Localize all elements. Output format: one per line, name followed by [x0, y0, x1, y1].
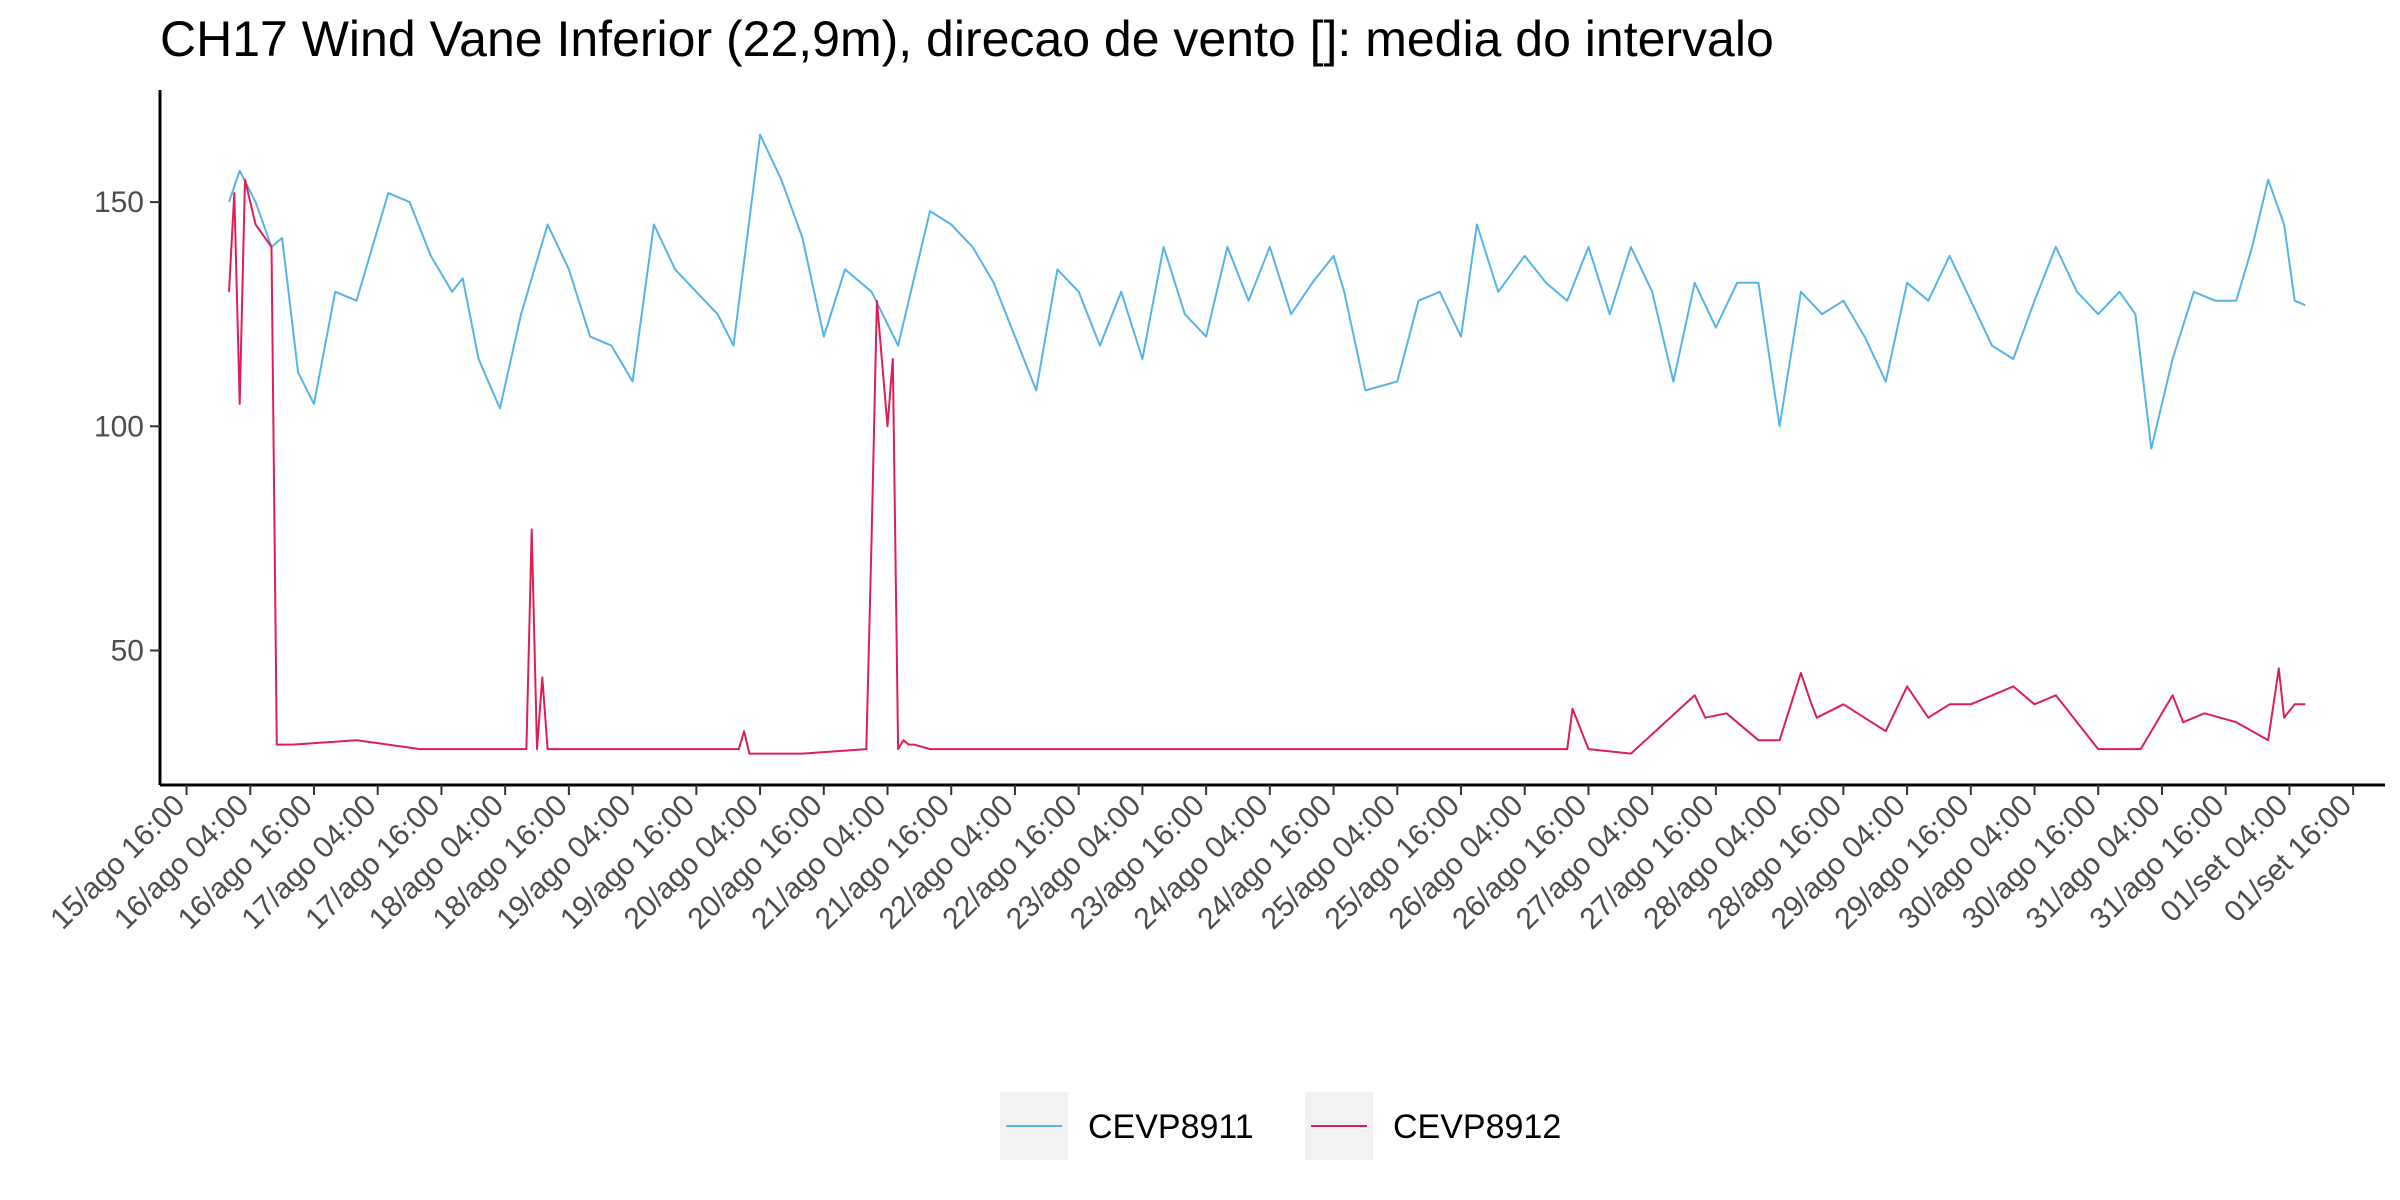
chart-title: CH17 Wind Vane Inferior (22,9m), direcao… [160, 11, 1774, 67]
y-tick-label: 50 [111, 634, 144, 667]
series-line-CEVP8912 [228, 178, 2306, 755]
series-layer [228, 133, 2306, 755]
y-tick-label: 150 [94, 186, 144, 219]
legend-label: CEVP8911 [1088, 1108, 1254, 1146]
y-tick-label: 100 [94, 410, 144, 443]
legend-label: CEVP8912 [1393, 1108, 1561, 1146]
legend: CEVP8911 CEVP8912 [1000, 1092, 1561, 1160]
series-line-CEVP8911 [228, 133, 2306, 450]
